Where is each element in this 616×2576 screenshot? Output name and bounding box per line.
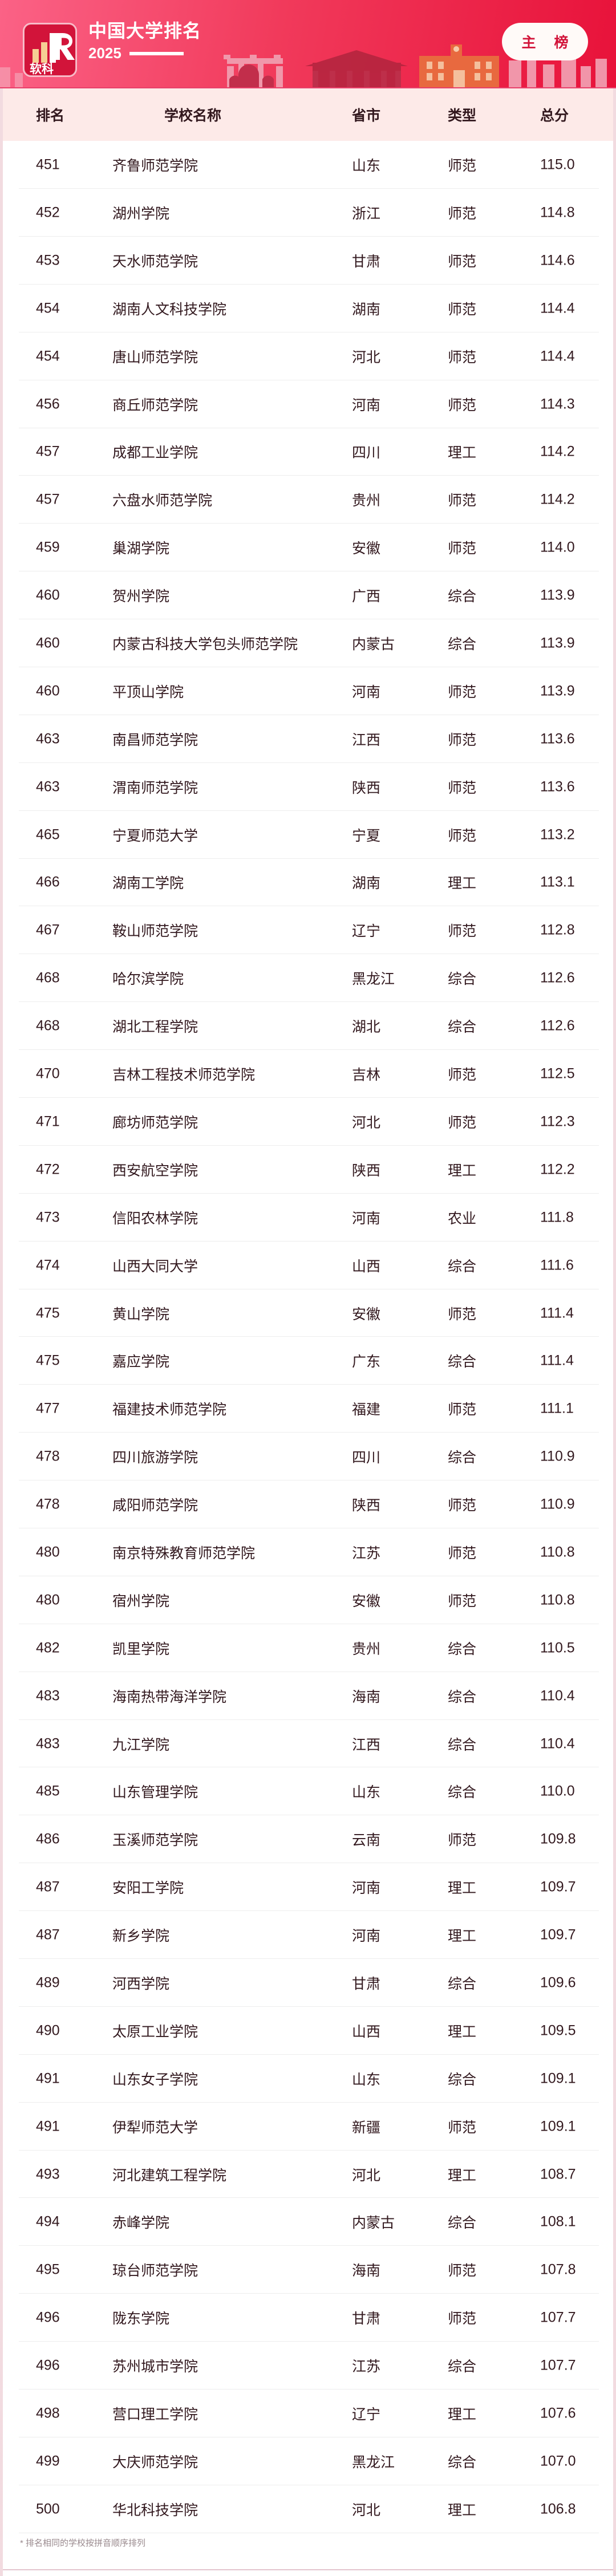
svg-text:软科: 软科	[30, 62, 54, 76]
